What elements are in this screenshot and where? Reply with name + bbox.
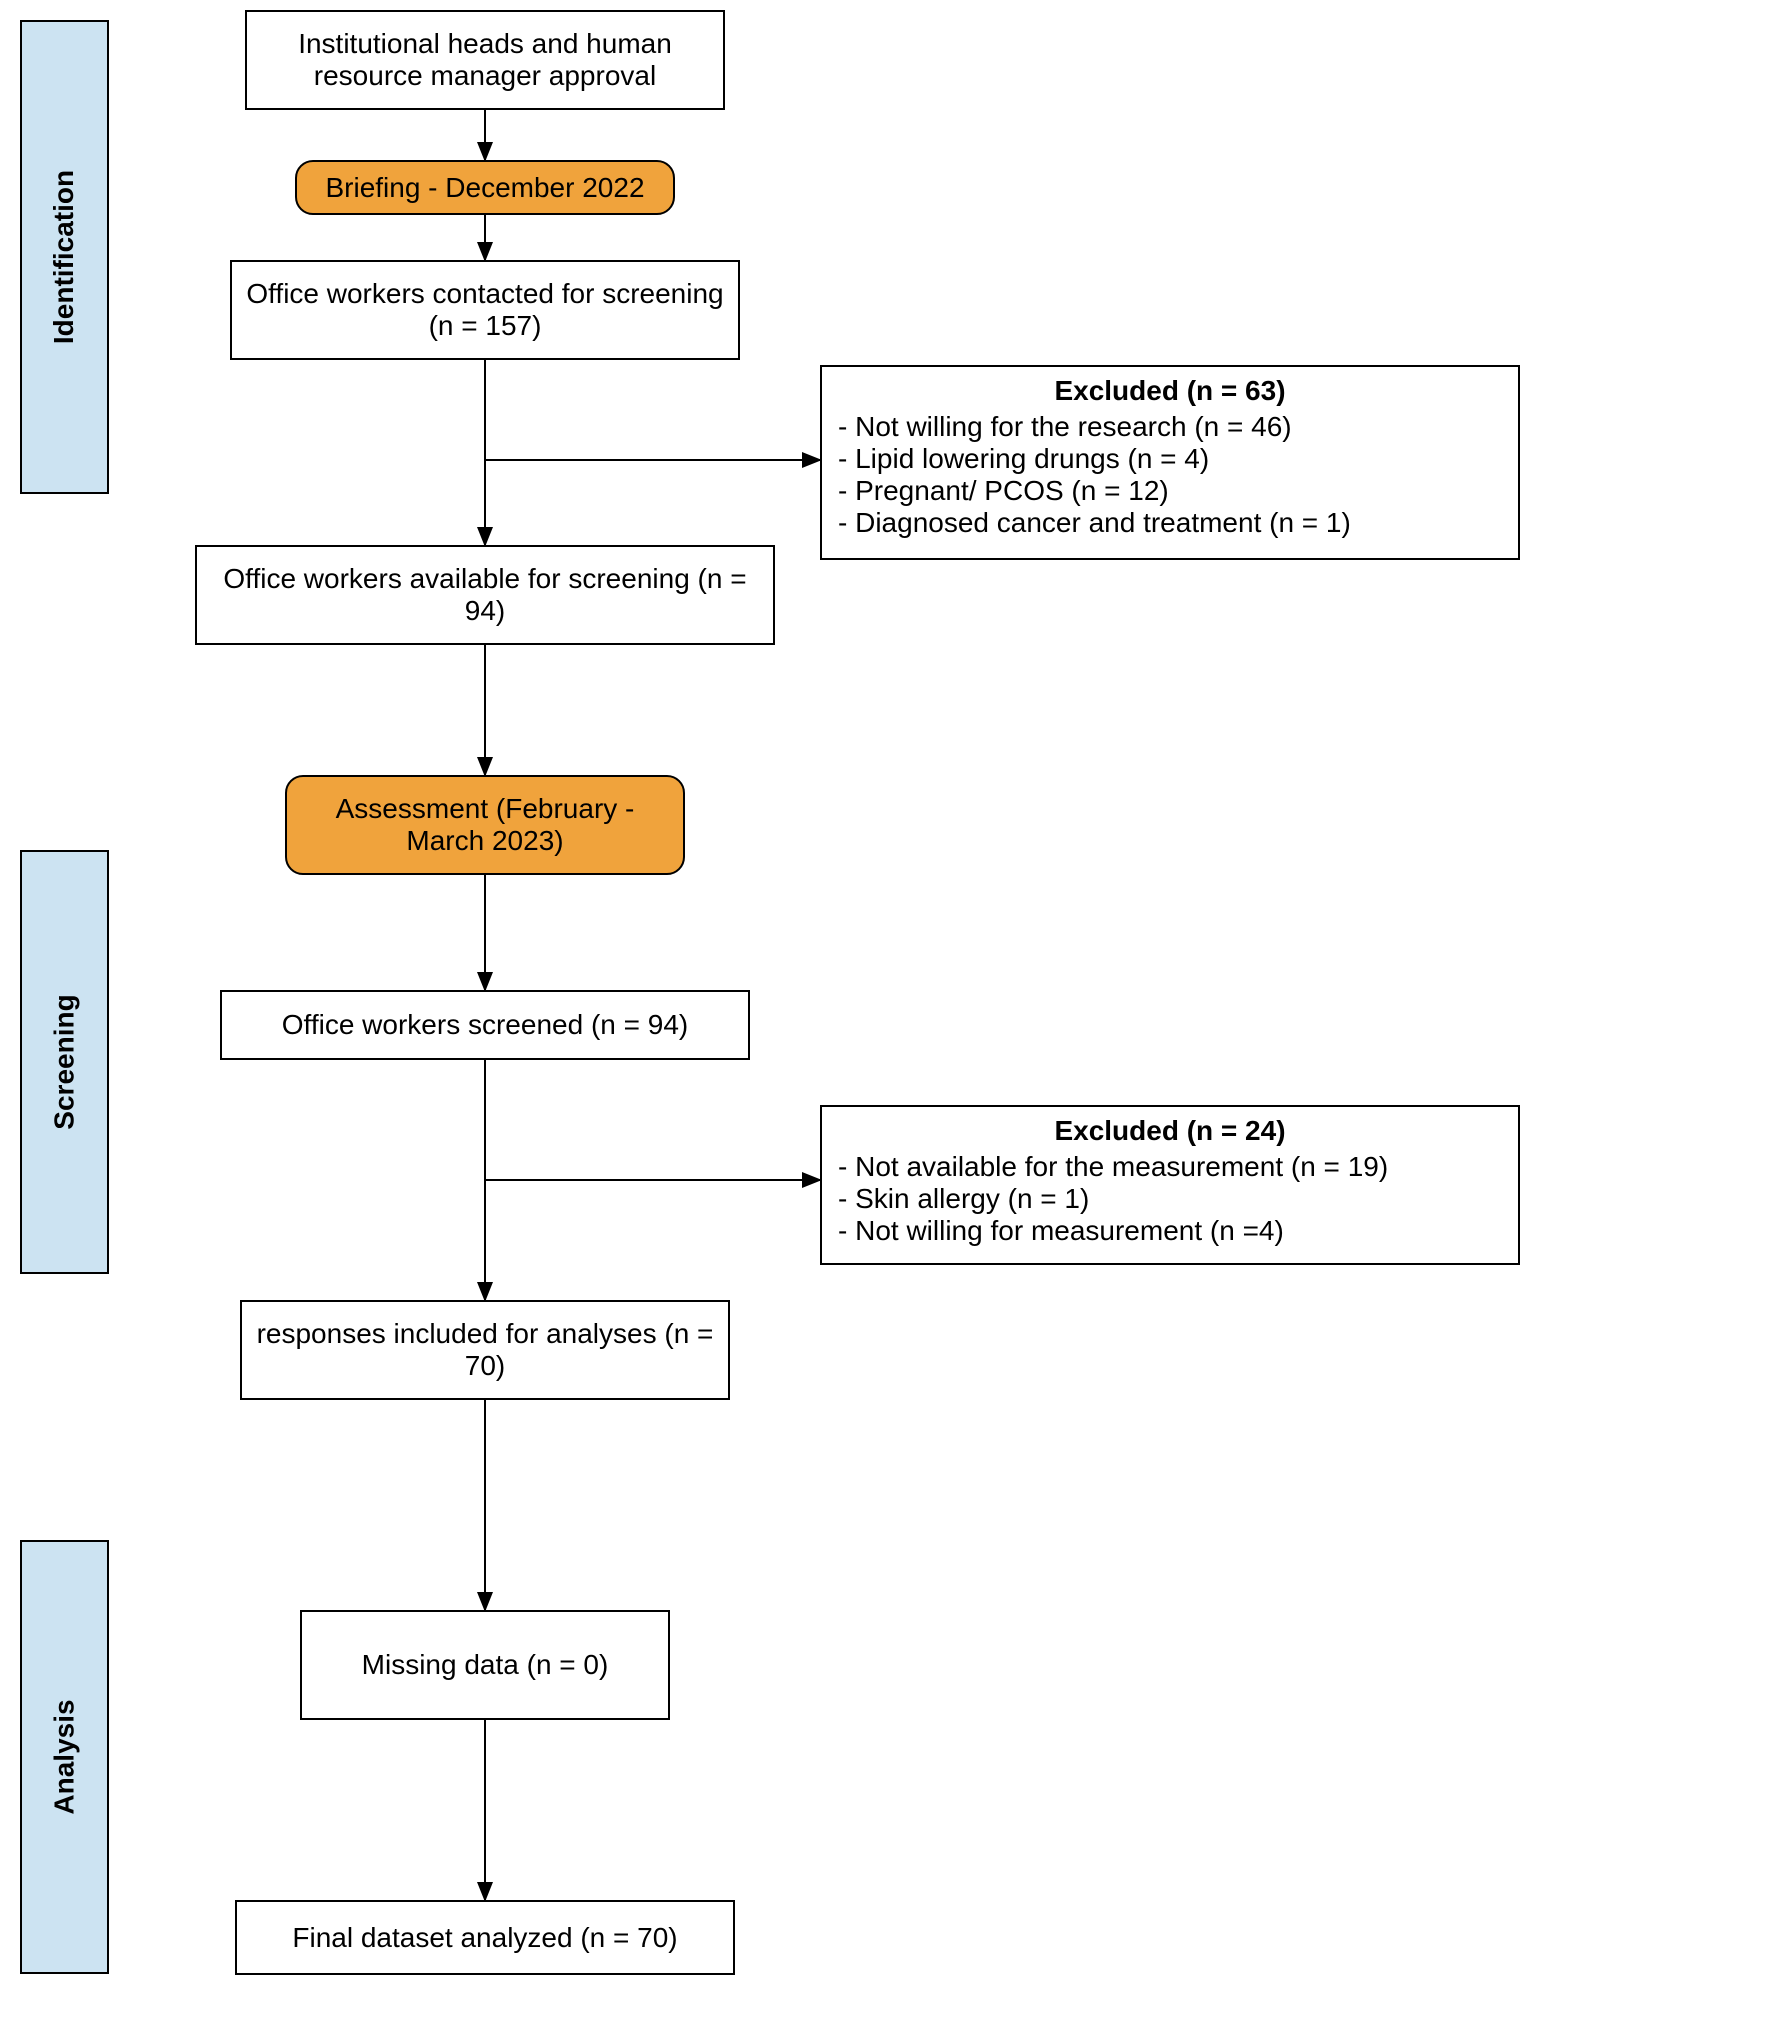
phase-identification-text: Identification bbox=[49, 170, 81, 344]
node-ex2-title: Excluded (n = 24) bbox=[830, 1115, 1510, 1147]
node-ex1-item-2: - Pregnant/ PCOS (n = 12) bbox=[830, 475, 1518, 507]
node-ex2-item-0: - Not available for the measurement (n =… bbox=[830, 1151, 1518, 1183]
node-n1: Institutional heads and human resource m… bbox=[245, 10, 725, 110]
node-ex1-title: Excluded (n = 63) bbox=[830, 375, 1510, 407]
node-p2: Assessment (February - March 2023) bbox=[285, 775, 685, 875]
node-n4: Office workers screened (n = 94) bbox=[220, 990, 750, 1060]
phase-screening-text: Screening bbox=[49, 994, 81, 1129]
phase-analysis-text: Analysis bbox=[49, 1699, 81, 1814]
node-ex2-item-1: - Skin allergy (n = 1) bbox=[830, 1183, 1518, 1215]
node-ex1-item-1: - Lipid lowering drungs (n = 4) bbox=[830, 443, 1518, 475]
node-n6: Missing data (n = 0) bbox=[300, 1610, 670, 1720]
phase-identification: Identification bbox=[20, 20, 109, 494]
node-n2: Office workers contacted for screening (… bbox=[230, 260, 740, 360]
node-p1: Briefing - December 2022 bbox=[295, 160, 675, 215]
node-ex2: Excluded (n = 24) - Not available for the… bbox=[820, 1105, 1520, 1265]
node-n7: Final dataset analyzed (n = 70) bbox=[235, 1900, 735, 1975]
node-ex2-item-2: - Not willing for measurement (n =4) bbox=[830, 1215, 1518, 1247]
flowchart-canvas: Identification Screening Analysis Instituti… bbox=[0, 0, 1770, 2031]
node-n5: responses included for analyses (n = 70) bbox=[240, 1300, 730, 1400]
node-ex1-item-3: - Diagnosed cancer and treatment (n = 1) bbox=[830, 507, 1518, 539]
node-ex1: Excluded (n = 63) - Not willing for the r… bbox=[820, 365, 1520, 560]
node-ex1-item-0: - Not willing for the research (n = 46) bbox=[830, 411, 1518, 443]
phase-screening: Screening bbox=[20, 850, 109, 1274]
phase-analysis: Analysis bbox=[20, 1540, 109, 1974]
node-n3: Office workers available for screening (… bbox=[195, 545, 775, 645]
